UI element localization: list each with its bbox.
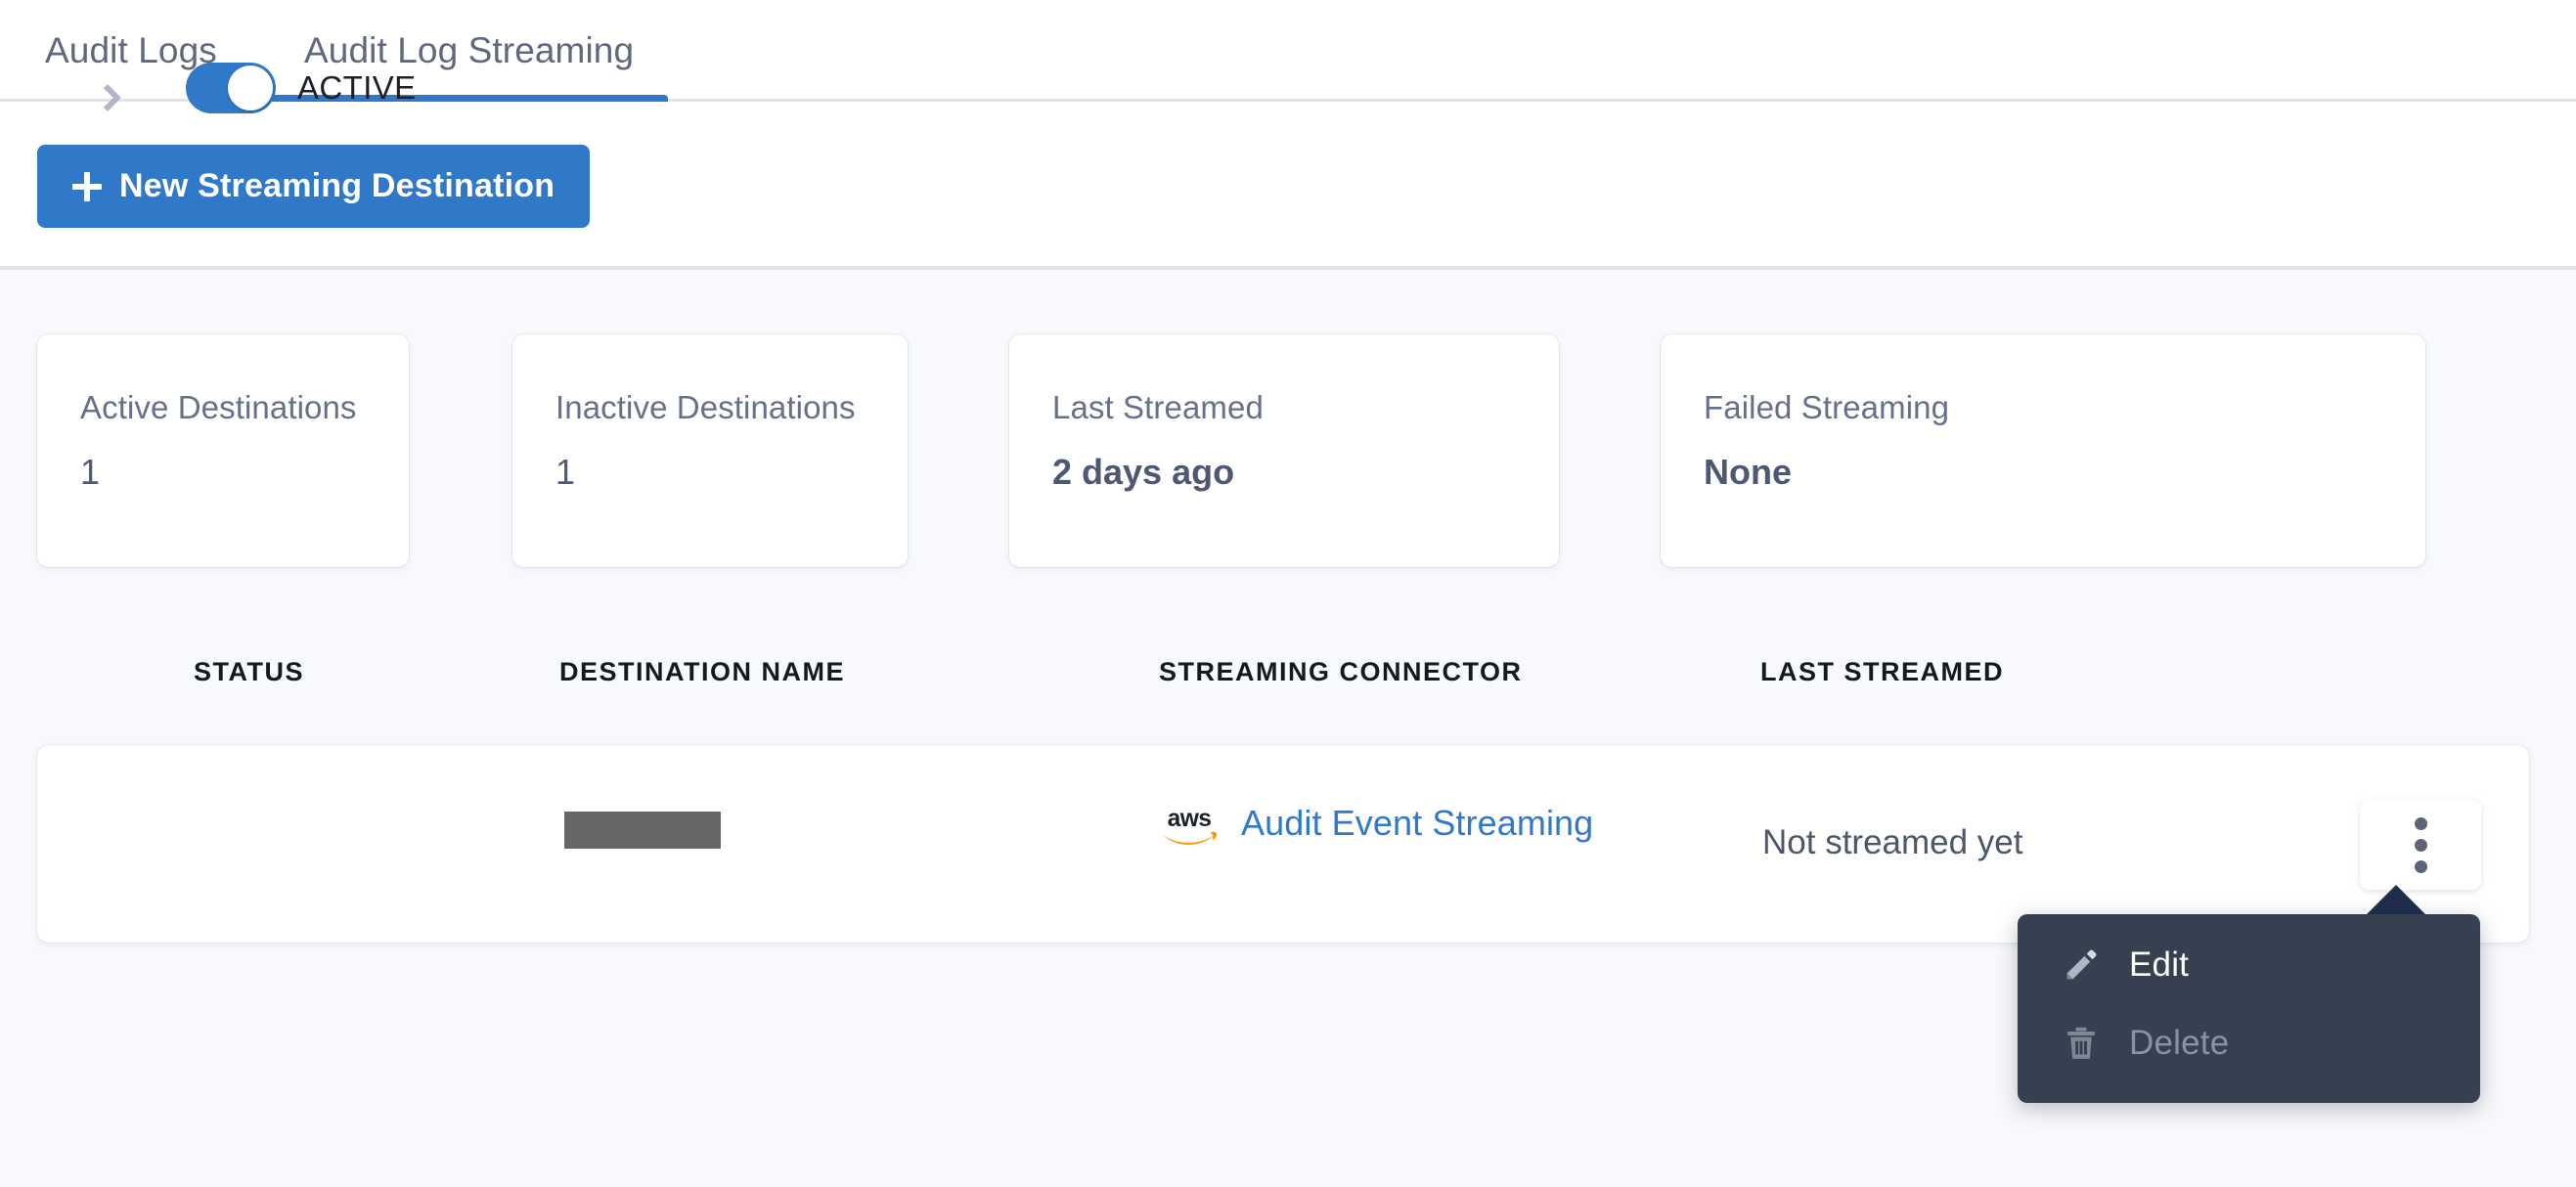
kebab-menu-icon [2414, 816, 2427, 830]
card-last-streamed: Last Streamed 2 days ago [1009, 334, 1559, 567]
card-label: Inactive Destinations [555, 389, 856, 425]
column-header-status: STATUS [194, 657, 304, 686]
card-active-destinations: Active Destinations 1 [37, 334, 409, 567]
destination-name-redacted [564, 812, 721, 849]
svg-text:aws: aws [1168, 806, 1212, 832]
status-label: ACTIVE [297, 69, 417, 106]
connector-link[interactable]: Audit Event Streaming [1241, 803, 1594, 843]
table-row[interactable] [37, 745, 2529, 943]
card-value: 1 [555, 452, 576, 492]
kebab-menu-icon [2414, 859, 2427, 873]
card-failed-streaming: Failed Streaming None [1661, 334, 2425, 567]
action-bar: New Streaming Destination [0, 102, 2576, 270]
trash-icon [2067, 1027, 2095, 1059]
card-inactive-destinations: Inactive Destinations 1 [512, 334, 908, 567]
menu-item-label: Delete [2129, 1024, 2230, 1062]
context-menu-arrow [2365, 885, 2427, 916]
card-value: 1 [80, 452, 101, 492]
active-tab-indicator [271, 95, 668, 102]
plus-icon [72, 171, 102, 201]
context-menu: Edit Delete [2018, 914, 2480, 1103]
summary-cards: Active Destinations 1 Inactive Destinati… [0, 334, 2576, 567]
column-header-last-streamed: LAST STREAMED [1760, 657, 2004, 686]
card-value: None [1704, 452, 1792, 492]
tab-audit-log-streaming[interactable]: Audit Log Streaming [271, 0, 667, 102]
column-header-streaming-connector: STREAMING CONNECTOR [1159, 657, 1523, 686]
tab-audit-logs[interactable]: Audit Logs [12, 0, 250, 102]
status-toggle[interactable] [186, 63, 276, 113]
row-status-cell: ACTIVE [186, 63, 417, 113]
column-header-destination-name: DESTINATION NAME [559, 657, 845, 686]
tab-label: Audit Logs [45, 30, 217, 70]
card-value: 2 days ago [1052, 452, 1235, 492]
card-label: Active Destinations [80, 389, 357, 425]
card-label: Failed Streaming [1704, 389, 1950, 425]
tab-bar: Audit Logs Audit Log Streaming [0, 0, 2576, 102]
toggle-knob [228, 66, 273, 110]
row-last-streamed: Not streamed yet [1762, 823, 2023, 861]
row-connector-cell: aws Audit Event Streaming [1159, 800, 1593, 847]
tab-label: Audit Log Streaming [304, 30, 635, 70]
card-label: Last Streamed [1052, 389, 1264, 425]
pencil-icon [2066, 949, 2097, 980]
table-header: STATUS DESTINATION NAME STREAMING CONNEC… [0, 657, 2576, 727]
aws-logo: aws [1162, 806, 1217, 845]
new-streaming-destination-button[interactable]: New Streaming Destination [37, 145, 591, 228]
chevron-right-icon [93, 83, 122, 112]
menu-item-delete: Delete [2018, 1004, 2480, 1082]
menu-item-label: Edit [2129, 945, 2190, 984]
row-expand-toggle[interactable] [78, 49, 137, 147]
row-actions-button[interactable] [2360, 800, 2481, 890]
new-streaming-destination-label: New Streaming Destination [119, 167, 555, 204]
kebab-menu-icon [2414, 838, 2427, 852]
menu-item-edit[interactable]: Edit [2018, 926, 2480, 1004]
